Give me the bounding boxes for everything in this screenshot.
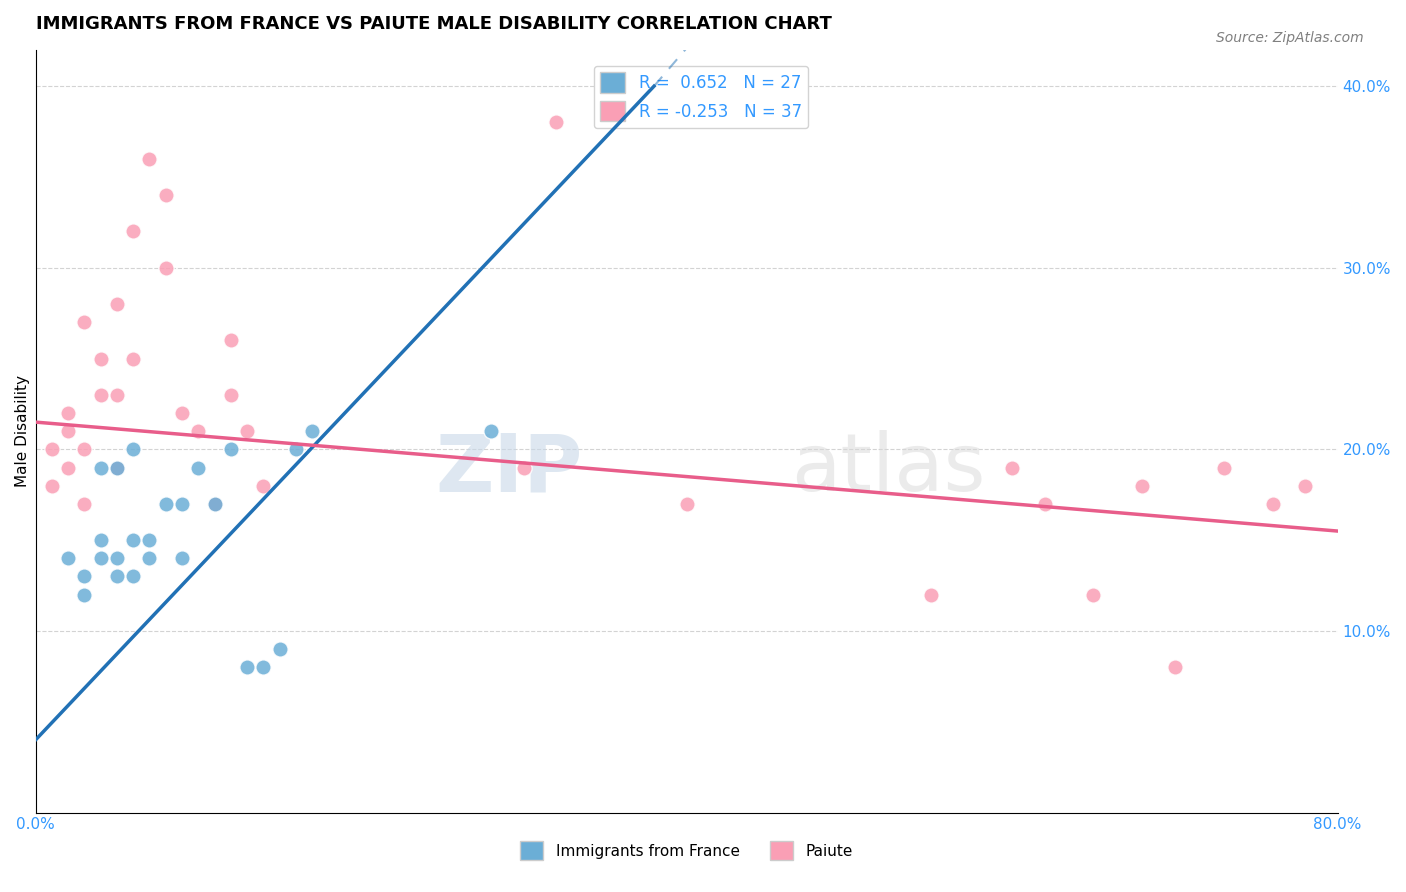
Point bbox=[90, 533, 112, 548]
Point bbox=[219, 442, 242, 457]
Point bbox=[285, 442, 308, 457]
Point bbox=[675, 497, 697, 511]
Point bbox=[122, 224, 145, 238]
Point bbox=[105, 297, 128, 311]
Point bbox=[252, 478, 274, 492]
Point bbox=[138, 551, 160, 566]
Point bbox=[41, 478, 63, 492]
Point bbox=[56, 424, 79, 438]
Point bbox=[1164, 660, 1187, 674]
Point bbox=[187, 460, 209, 475]
Point bbox=[105, 460, 128, 475]
Point bbox=[236, 660, 259, 674]
Point bbox=[1083, 588, 1105, 602]
Point bbox=[170, 497, 193, 511]
Point bbox=[155, 188, 177, 202]
Point bbox=[155, 497, 177, 511]
Text: atlas: atlas bbox=[790, 430, 986, 508]
Point bbox=[920, 588, 942, 602]
Point bbox=[73, 569, 96, 583]
Point bbox=[122, 569, 145, 583]
Point bbox=[73, 497, 96, 511]
Point bbox=[90, 460, 112, 475]
Point bbox=[204, 497, 226, 511]
Point bbox=[105, 569, 128, 583]
Point bbox=[56, 406, 79, 420]
Point bbox=[1212, 460, 1234, 475]
Point bbox=[1001, 460, 1024, 475]
Point bbox=[105, 388, 128, 402]
Point bbox=[301, 424, 323, 438]
Point bbox=[204, 497, 226, 511]
Point bbox=[1261, 497, 1284, 511]
Point bbox=[269, 642, 291, 657]
Point bbox=[1033, 497, 1056, 511]
Point bbox=[138, 152, 160, 166]
Point bbox=[513, 460, 536, 475]
Point bbox=[643, 97, 665, 112]
Point bbox=[1294, 478, 1316, 492]
Point bbox=[56, 460, 79, 475]
Point bbox=[219, 334, 242, 348]
Y-axis label: Male Disability: Male Disability bbox=[15, 376, 30, 487]
Legend: R =  0.652   N = 27, R = -0.253   N = 37: R = 0.652 N = 27, R = -0.253 N = 37 bbox=[593, 66, 808, 128]
Point bbox=[90, 388, 112, 402]
Point bbox=[155, 260, 177, 275]
Point bbox=[122, 533, 145, 548]
Point bbox=[187, 424, 209, 438]
Point bbox=[105, 551, 128, 566]
Point bbox=[479, 424, 502, 438]
Text: IMMIGRANTS FROM FRANCE VS PAIUTE MALE DISABILITY CORRELATION CHART: IMMIGRANTS FROM FRANCE VS PAIUTE MALE DI… bbox=[35, 15, 831, 33]
Point bbox=[90, 551, 112, 566]
Point bbox=[73, 588, 96, 602]
Point bbox=[236, 424, 259, 438]
Point bbox=[1130, 478, 1153, 492]
Point bbox=[56, 551, 79, 566]
Point bbox=[170, 551, 193, 566]
Point bbox=[138, 533, 160, 548]
Point bbox=[90, 351, 112, 366]
Point bbox=[73, 442, 96, 457]
Text: ZIP: ZIP bbox=[436, 430, 582, 508]
Point bbox=[122, 351, 145, 366]
Point bbox=[122, 442, 145, 457]
Point bbox=[252, 660, 274, 674]
Text: Source: ZipAtlas.com: Source: ZipAtlas.com bbox=[1216, 31, 1364, 45]
Point bbox=[105, 460, 128, 475]
Point bbox=[170, 406, 193, 420]
Point bbox=[546, 115, 568, 129]
Point bbox=[219, 388, 242, 402]
Point bbox=[41, 442, 63, 457]
Point bbox=[73, 315, 96, 329]
